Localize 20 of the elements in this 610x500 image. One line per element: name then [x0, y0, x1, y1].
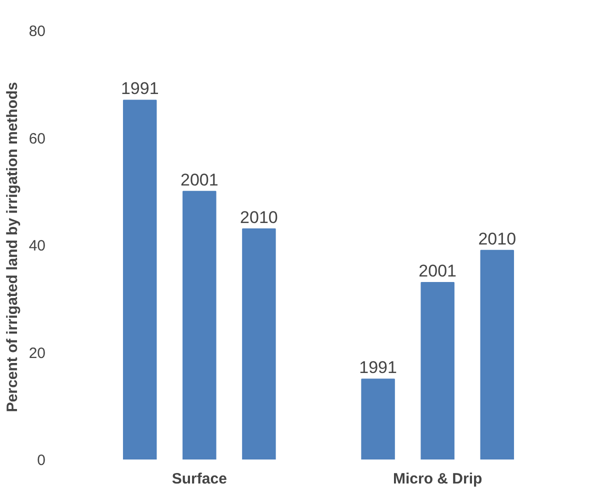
bar	[182, 190, 216, 460]
series-label: 1991	[120, 79, 159, 98]
text: 1991	[359, 358, 397, 378]
text: 2001	[180, 170, 218, 190]
bar	[122, 100, 157, 460]
y-tick-label: 0	[37, 452, 46, 469]
y-tick-label: 60	[28, 130, 46, 148]
x-tick-label: Micro & Drip	[393, 470, 482, 488]
y-axis-title: Percent of irrigated land by irrigation methods	[4, 82, 21, 412]
y-tick-label: 80	[28, 23, 46, 40]
y-tick-label: 20	[28, 344, 46, 362]
text: 2010	[240, 208, 278, 227]
series-label: 2010	[478, 229, 516, 248]
bar	[420, 282, 454, 460]
bar	[242, 228, 276, 460]
x-tick-label: Surface	[172, 470, 227, 488]
bar	[480, 250, 514, 460]
y-tick-label: 40	[28, 238, 46, 254]
bar	[361, 378, 395, 460]
series-label: 2001	[418, 262, 457, 281]
